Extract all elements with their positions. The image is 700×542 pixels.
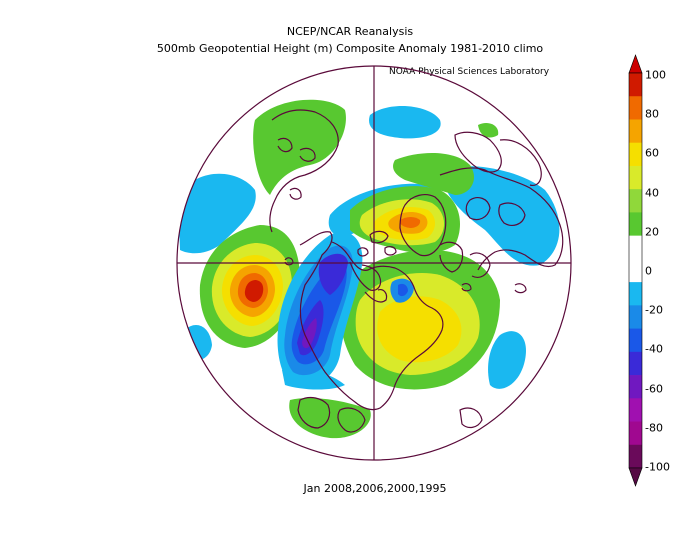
colorbar-tick-label: -20	[645, 303, 663, 317]
colorbar-swatch	[629, 142, 642, 167]
positive-anomaly-region	[393, 153, 475, 195]
colorbar-tick-label: 0	[645, 264, 652, 278]
colorbar-tick-label: -100	[645, 460, 670, 474]
colorbar-swatch	[629, 73, 642, 97]
colorbar-swatch	[629, 258, 642, 283]
colorbar-swatch	[629, 305, 642, 329]
colorbar-tick-label: -60	[645, 382, 663, 396]
colorbar-swatch	[629, 444, 642, 469]
composite-years-caption: Jan 2008,2006,2000,1995	[303, 482, 447, 495]
coastlines	[269, 109, 564, 433]
negative-anomaly-region	[318, 253, 348, 295]
positive-anomaly-region	[377, 296, 462, 363]
anomaly-field	[178, 99, 564, 439]
colorbar-swatch	[629, 235, 642, 260]
colorbar-swatch	[629, 351, 642, 376]
colorbar-tick-label: 60	[645, 146, 659, 160]
positive-anomaly-maximum	[244, 280, 264, 302]
colorbar-tick-label: 80	[645, 107, 659, 121]
colorbar-tick-label: 100	[645, 68, 666, 82]
colorbar-swatch	[629, 398, 642, 422]
colorbar-swatch	[629, 375, 642, 399]
chart-title: NCEP/NCAR Reanalysis	[286, 25, 414, 38]
colorbar-swatch	[629, 189, 642, 213]
colorbar-tick-label: 40	[645, 186, 659, 200]
negative-anomaly-region	[369, 105, 441, 139]
chart-subtitle: 500mb Geopotential Height (m) Composite …	[156, 42, 544, 55]
colorbar-min-arrow	[628, 467, 643, 487]
colorbar-tick-label: 20	[645, 225, 659, 239]
negative-anomaly-region	[398, 283, 408, 297]
positive-anomaly-region	[253, 99, 346, 195]
negative-anomaly-minimum	[302, 318, 317, 349]
colorbar-swatch	[629, 212, 642, 237]
colorbar-swatch	[629, 328, 642, 353]
positive-anomaly-region	[478, 123, 499, 138]
colorbar-max-arrow	[628, 54, 643, 74]
colorbar-swatch	[629, 96, 642, 120]
colorbar-tick-label: -40	[645, 342, 663, 356]
colorbar-swatch	[629, 421, 642, 446]
credit-label: NOAA Physical Sciences Laboratory	[389, 67, 550, 77]
negative-anomaly-region	[488, 331, 526, 389]
colorbar-swatch	[629, 165, 642, 190]
colorbar-tick-label: -80	[645, 421, 663, 435]
map-boundary	[176, 65, 572, 461]
colorbar-swatch	[629, 119, 642, 144]
colorbar-swatch	[629, 282, 642, 306]
positive-anomaly-region	[399, 217, 421, 228]
negative-anomaly-region	[178, 173, 256, 254]
